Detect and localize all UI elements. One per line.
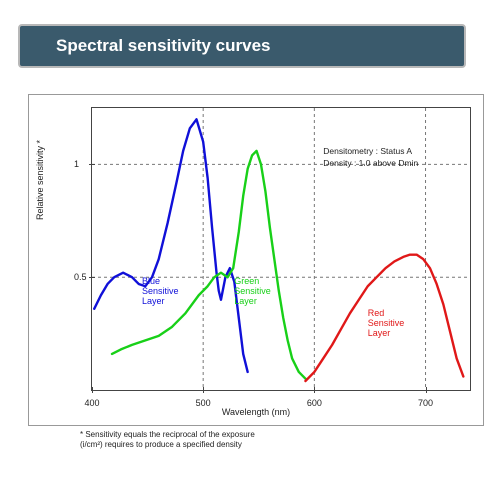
footnote: * Sensitivity equals the reciprocal of t… (80, 430, 255, 449)
title-bar: Spectral sensitivity curves (18, 24, 466, 68)
series-label: Blue Sensitive Layer (142, 277, 197, 307)
x-axis-title: Wavelength (nm) (29, 407, 483, 417)
series-blue-sensitive-layer (94, 119, 247, 372)
y-tick-label: 1 (74, 159, 79, 169)
series-label: Red Sensitive Layer (368, 309, 423, 339)
plot-area: Blue Sensitive Layer Green Sensitive Laye… (91, 107, 471, 391)
footnote-l1: * Sensitivity equals the reciprocal of t… (80, 430, 255, 439)
footnote-l2: (i/cm²) requires to produce a specified … (80, 440, 242, 449)
y-tick-label: 0.5 (74, 272, 87, 282)
series-label: Green Sensitive Layer (234, 277, 289, 307)
page-title: Spectral sensitivity curves (56, 36, 271, 56)
chart-frame: Relative sensitivity * Blue Sensitive La… (28, 94, 484, 426)
y-axis-title: Relative sensitivity * (35, 140, 45, 220)
figure-root: Spectral sensitivity curves Relative sen… (0, 0, 500, 500)
densitometry-info: Densitometry : Status ADensity : 1.0 abo… (323, 146, 418, 169)
